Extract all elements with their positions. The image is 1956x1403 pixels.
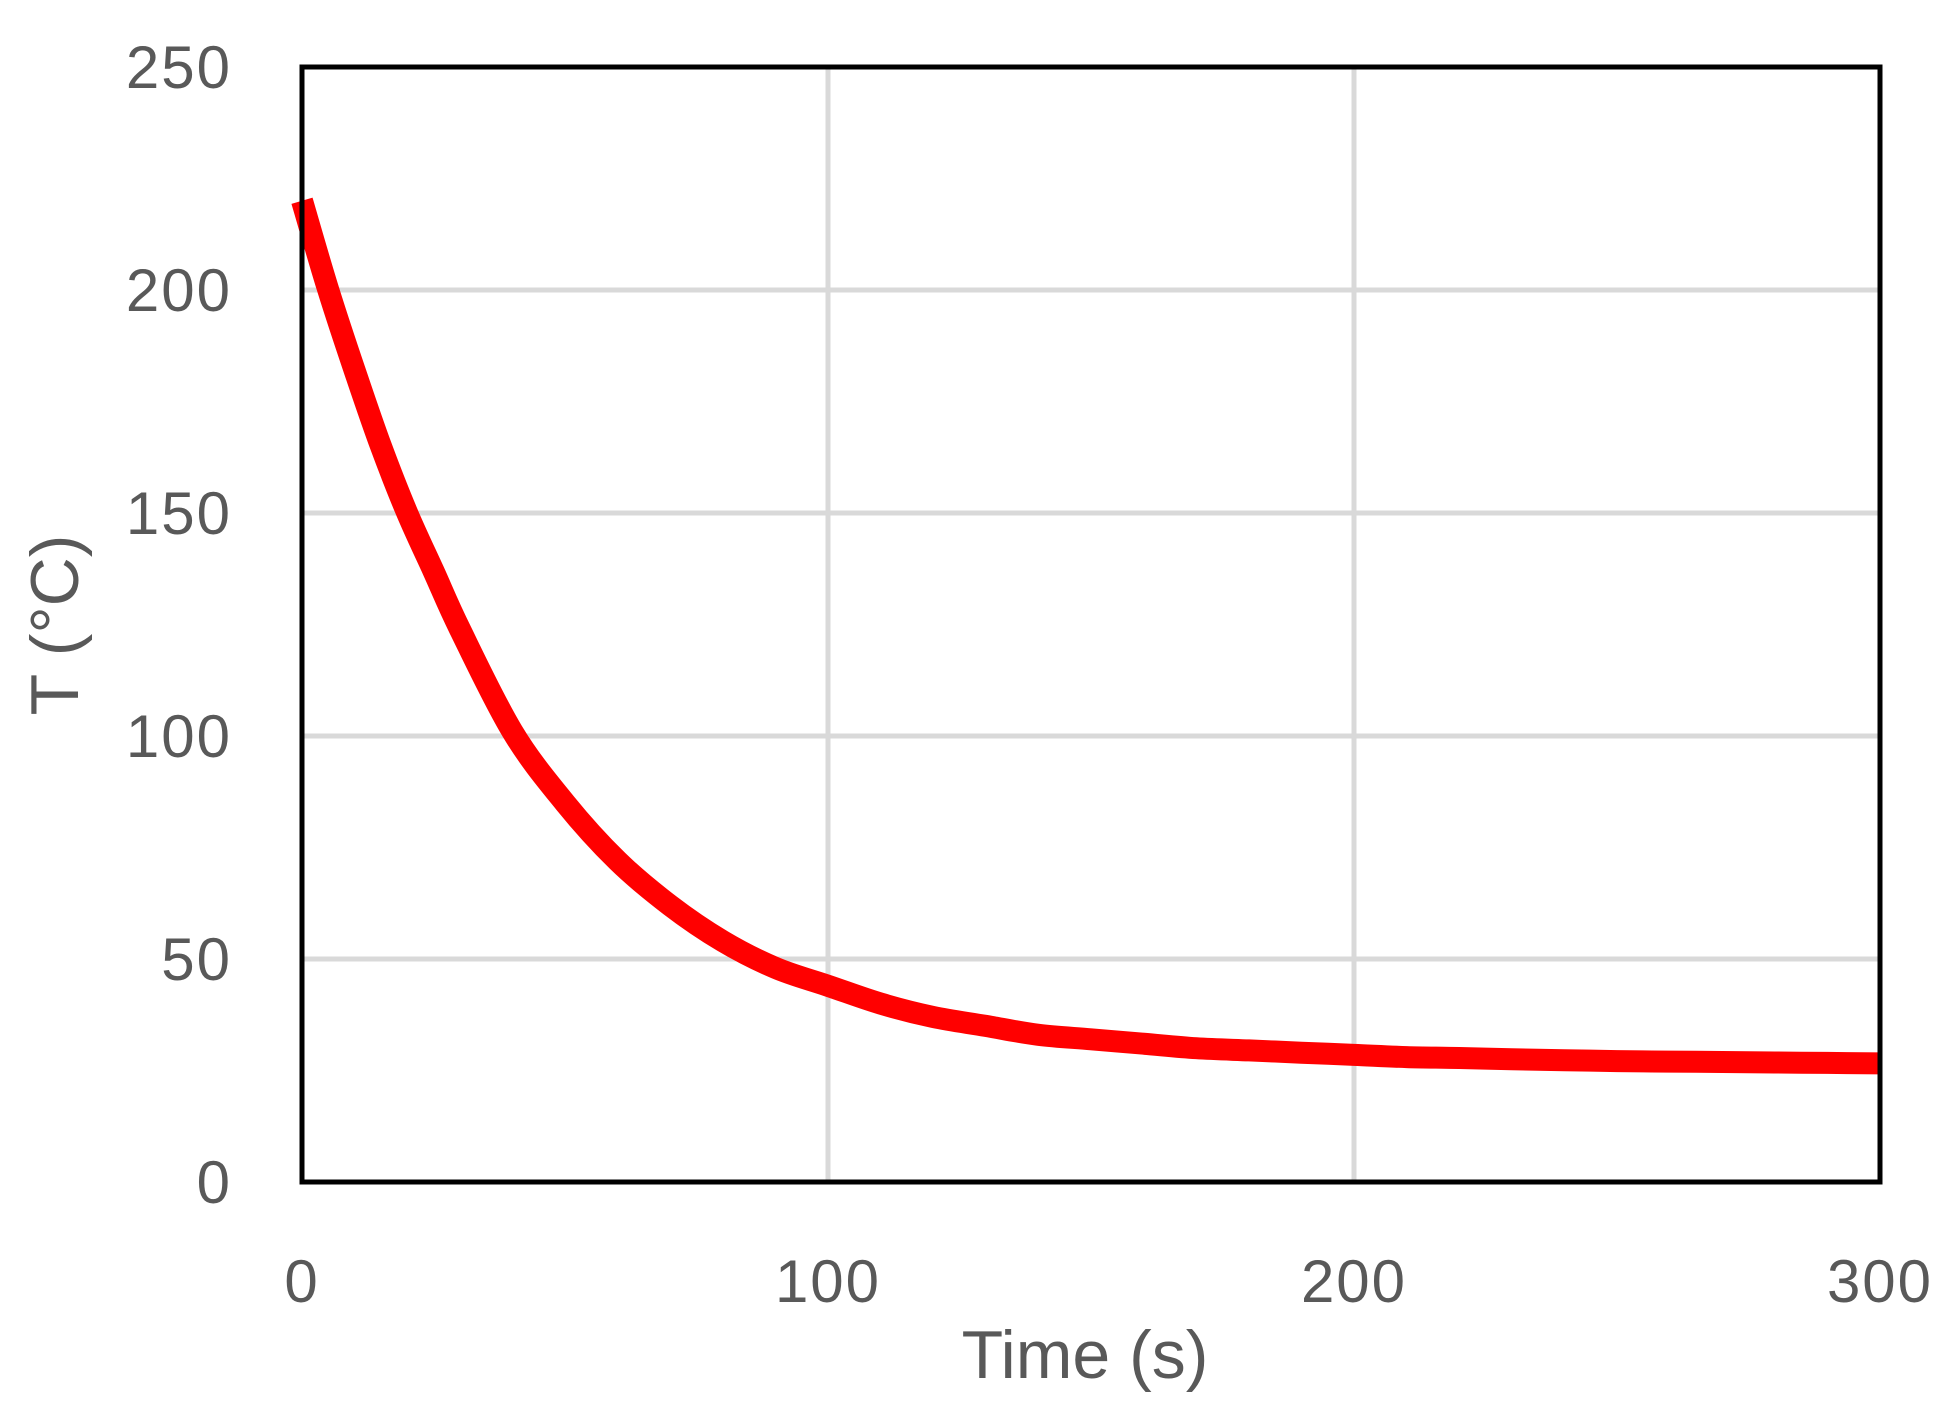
x-axis-tick-labels: 0 100 200 300 (284, 1248, 1933, 1315)
y-tick-label: 0 (197, 1149, 232, 1216)
x-tick-label: 300 (1827, 1248, 1933, 1315)
y-axis-tick-labels: 0 50 100 150 200 250 (126, 34, 232, 1216)
x-axis-title: Time (s) (962, 1317, 1209, 1393)
temperature-series-line (291, 197, 1881, 1075)
y-tick-label: 100 (126, 703, 232, 770)
y-axis-title: T (°C) (17, 535, 93, 716)
plot-area-frame (299, 64, 1883, 1185)
gridlines (302, 67, 1880, 1182)
x-tick-label: 200 (1301, 1248, 1407, 1315)
y-tick-label: 200 (126, 257, 232, 324)
x-tick-label: 0 (284, 1248, 319, 1315)
y-tick-label: 250 (126, 34, 232, 101)
y-tick-label: 50 (161, 926, 232, 993)
series-layer (291, 197, 1881, 1075)
y-tick-label: 150 (126, 480, 232, 547)
x-tick-label: 100 (775, 1248, 881, 1315)
